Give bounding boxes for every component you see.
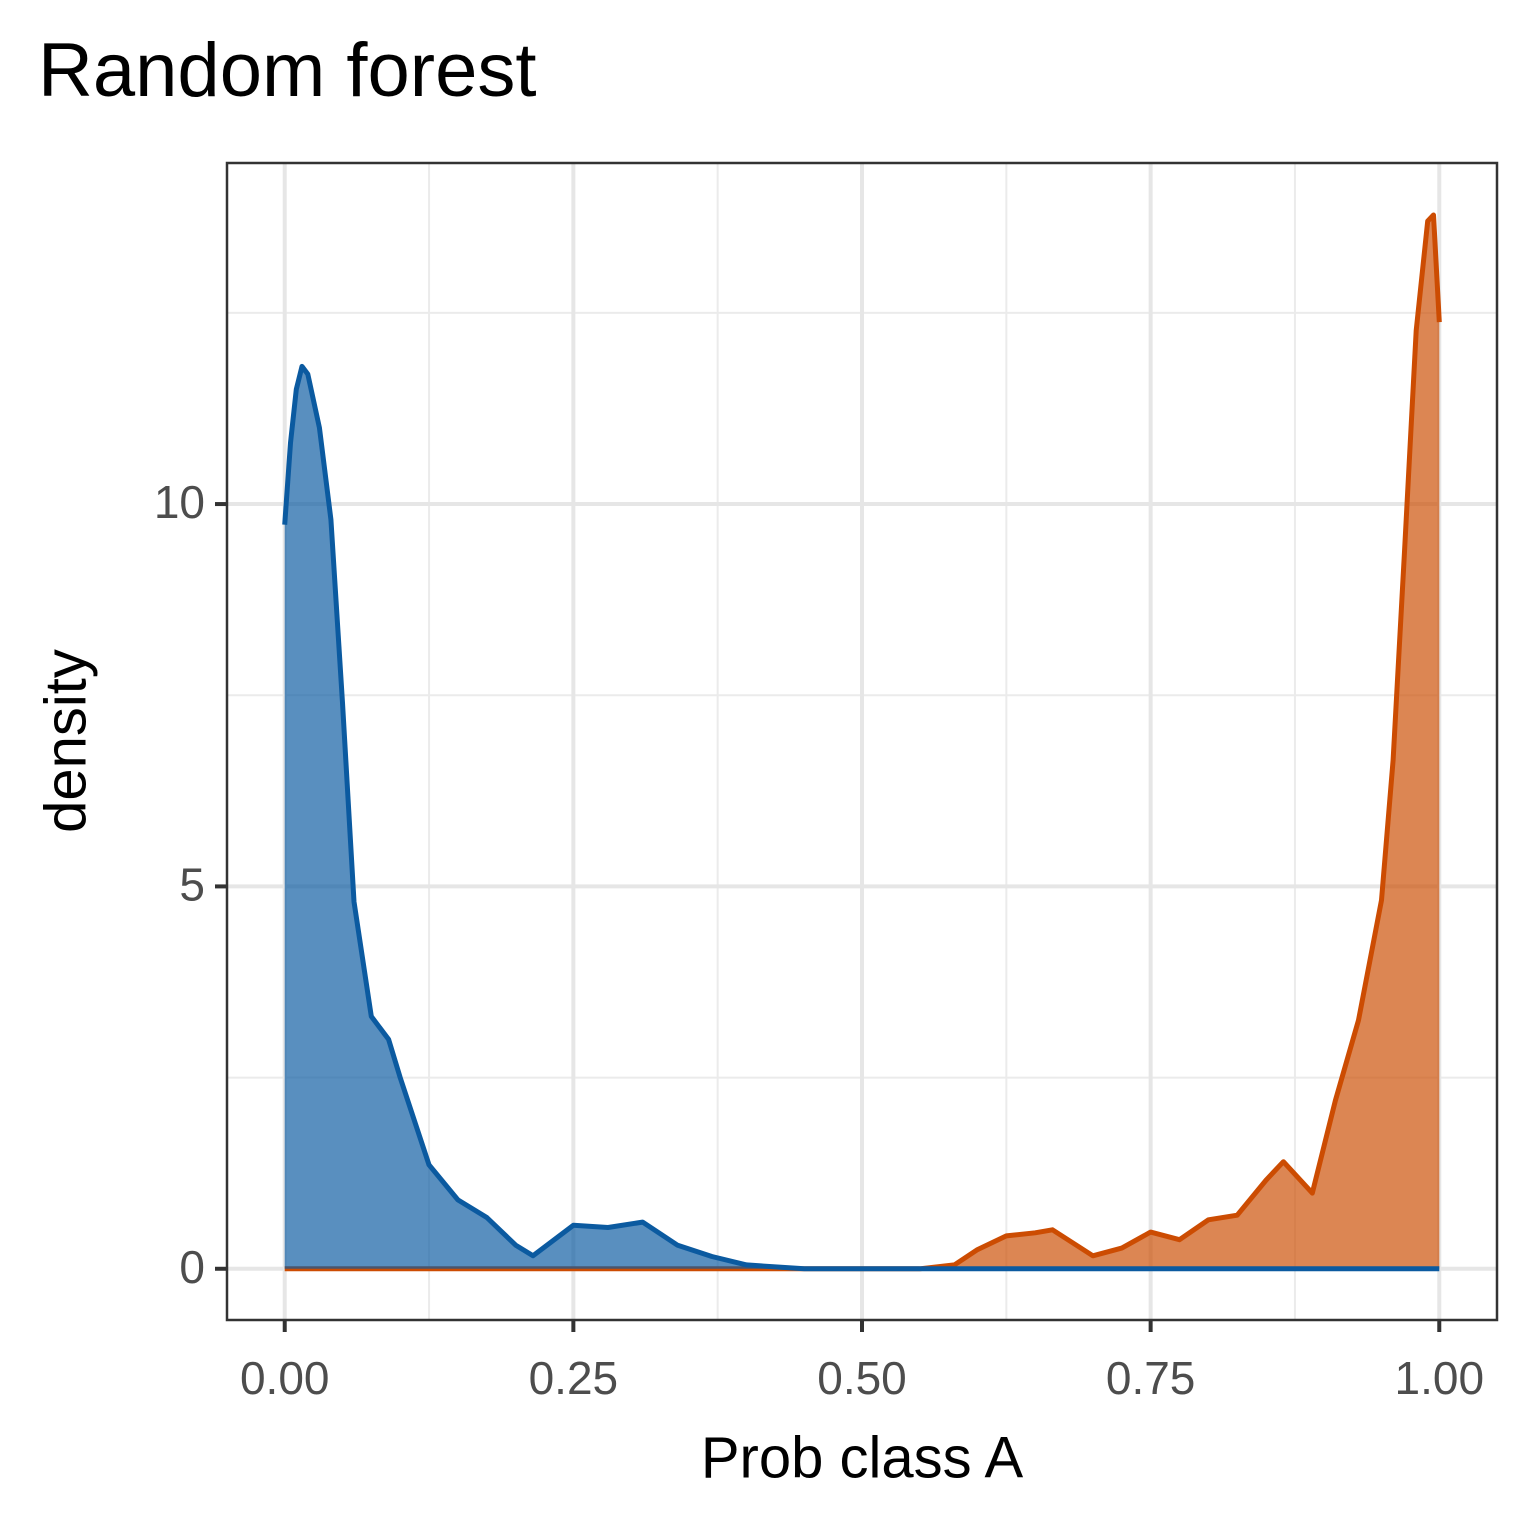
y-tick-label: 10 xyxy=(154,476,205,528)
density-line xyxy=(282,363,1440,1272)
x-tick-label: 1.00 xyxy=(1395,1352,1485,1404)
density-area xyxy=(284,215,1440,1269)
plot-border xyxy=(225,161,1499,1322)
x-tick-label: 0.00 xyxy=(240,1352,330,1404)
chart-title: Random forest xyxy=(38,28,536,113)
x-tick-label: 0.25 xyxy=(529,1352,619,1404)
y-axis-title: density xyxy=(33,649,98,833)
density-area xyxy=(284,366,1440,1269)
y-tick-label: 0 xyxy=(179,1241,205,1293)
x-tick-label: 0.50 xyxy=(817,1352,907,1404)
y-tick-label: 5 xyxy=(179,859,205,911)
x-tick-label: 0.75 xyxy=(1106,1352,1196,1404)
x-axis-title: Prob class A xyxy=(701,1425,1024,1490)
